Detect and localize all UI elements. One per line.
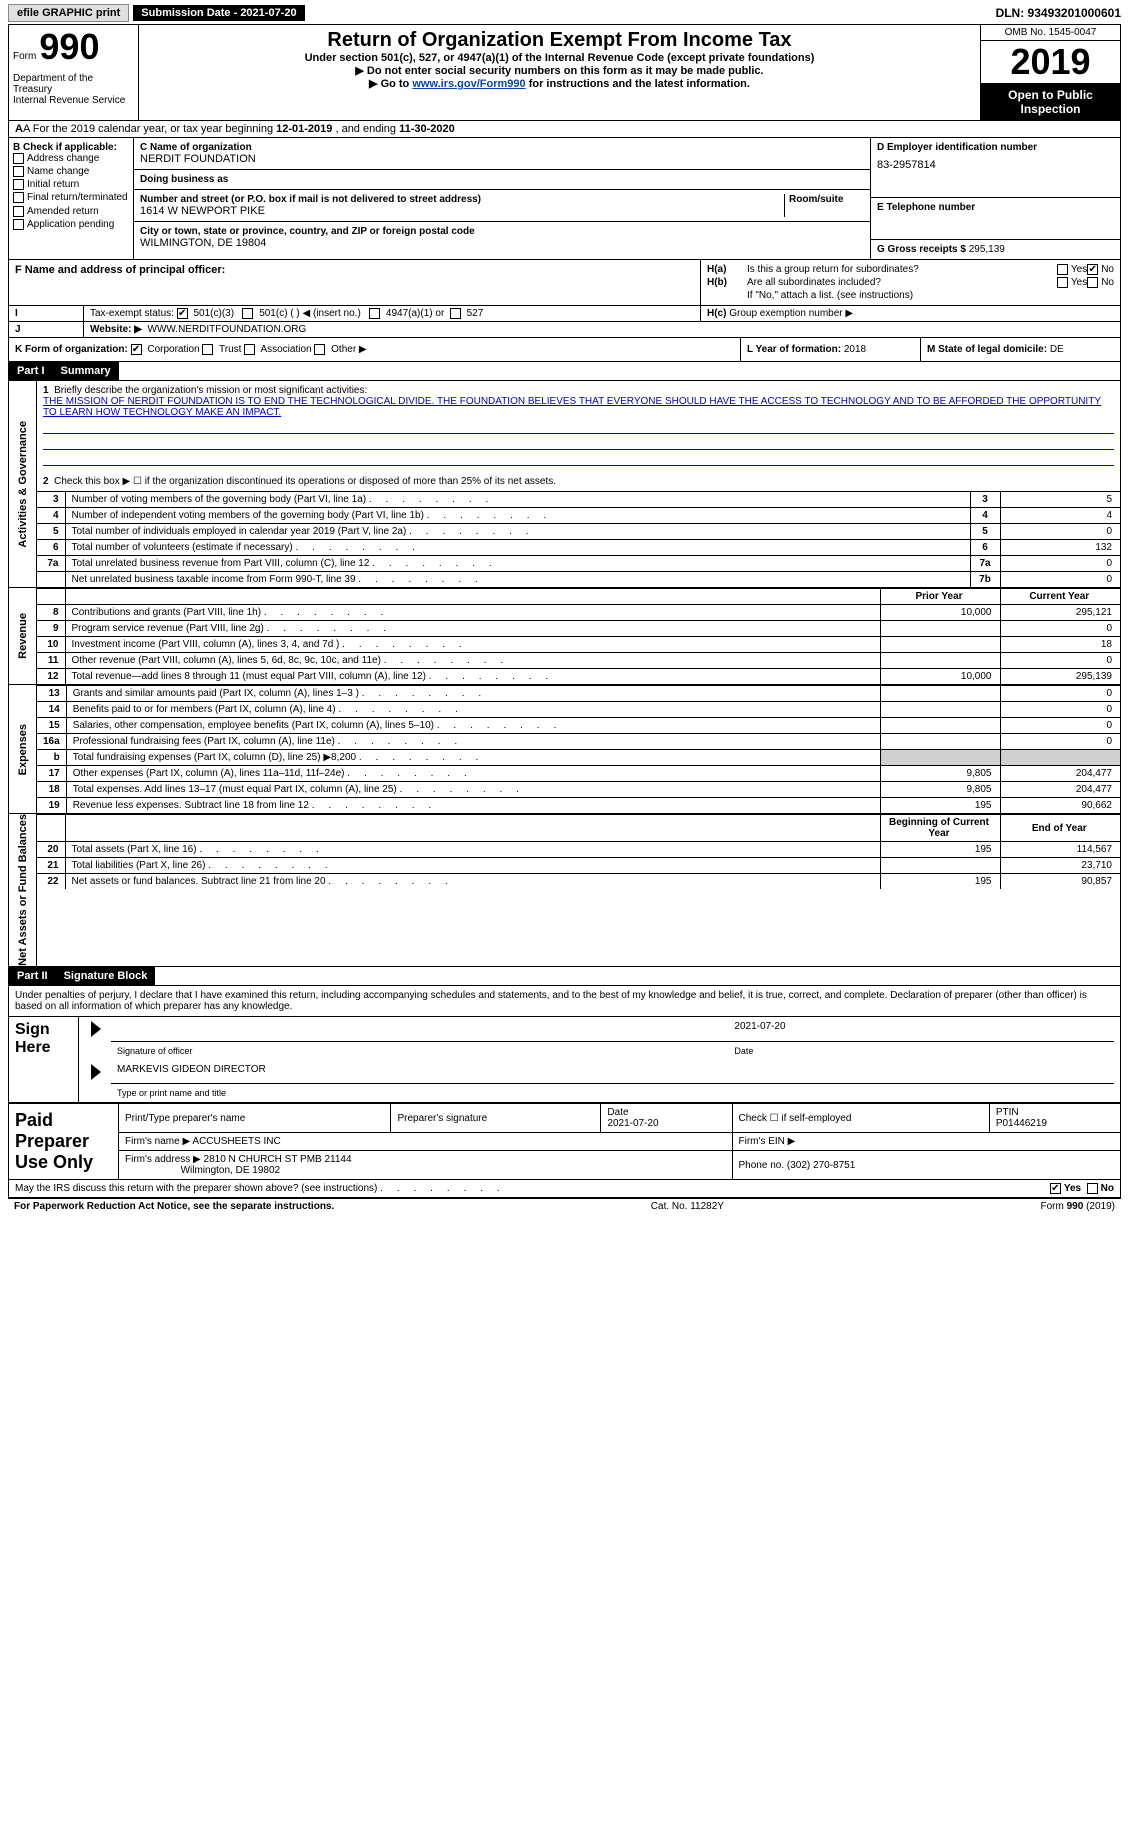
form-subtitle: Under section 501(c), 527, or 4947(a)(1)… <box>147 52 972 64</box>
chk-501c[interactable] <box>242 308 253 319</box>
vert-label-netassets: Net Assets or Fund Balances <box>17 814 29 966</box>
revenue-table: Prior YearCurrent Year8Contributions and… <box>37 588 1120 684</box>
chk-527[interactable] <box>450 308 461 319</box>
part1-revenue: Revenue Prior YearCurrent Year8Contribut… <box>8 588 1121 685</box>
omb-number: OMB No. 1545-0047 <box>981 25 1120 41</box>
chk-name-change[interactable]: Name change <box>13 166 129 177</box>
part2-declaration: Under penalties of perjury, I declare th… <box>8 986 1121 1017</box>
discuss-row: May the IRS discuss this return with the… <box>8 1180 1121 1198</box>
dba-cell: Doing business as <box>134 170 870 190</box>
section-bcde: B Check if applicable: Address change Na… <box>8 138 1121 260</box>
gross-receipts-cell: G Gross receipts $ 295,139 <box>871 240 1120 259</box>
governance-table: 3Number of voting members of the governi… <box>37 491 1120 587</box>
row-j-website: J Website: ▶ WWW.NERDITFOUNDATION.ORG <box>8 322 1121 338</box>
form-number: 990 <box>39 26 99 67</box>
open-inspection: Open to Public Inspection <box>981 84 1120 120</box>
irs-link[interactable]: www.irs.gov/Form990 <box>412 78 525 90</box>
chk-amended-return[interactable]: Amended return <box>13 206 129 217</box>
part1-expenses: Expenses 13Grants and similar amounts pa… <box>8 685 1121 814</box>
chk-initial-return[interactable]: Initial return <box>13 179 129 190</box>
chk-final-return[interactable]: Final return/terminated <box>13 192 129 203</box>
row-a-tax-year: AA For the 2019 calendar year, or tax ye… <box>8 121 1121 138</box>
chk-corporation[interactable] <box>131 344 142 355</box>
address-cell: Number and street (or P.O. box if mail i… <box>134 190 870 222</box>
efile-print-button[interactable]: efile GRAPHIC print <box>8 4 129 22</box>
form-label: Form <box>13 51 36 62</box>
chk-association[interactable] <box>244 344 255 355</box>
vert-label-expenses: Expenses <box>17 724 29 775</box>
chk-501c3[interactable] <box>177 308 188 319</box>
vert-label-revenue: Revenue <box>17 613 29 659</box>
form-note2: ▶ Go to www.irs.gov/Form990 for instruct… <box>147 77 972 90</box>
signature-arrow-icon <box>91 1021 101 1037</box>
section-fh: F Name and address of principal officer:… <box>8 260 1121 306</box>
chk-address-change[interactable]: Address change <box>13 153 129 164</box>
paid-preparer-block: Paid Preparer Use Only Print/Type prepar… <box>8 1103 1121 1180</box>
form-header: Form 990 Department of the Treasury Inte… <box>8 24 1121 121</box>
ein-cell: D Employer identification number 83-2957… <box>871 138 1120 198</box>
chk-discuss-no[interactable] <box>1087 1183 1098 1194</box>
dln: DLN: 93493201000601 <box>996 6 1121 20</box>
name-arrow-icon <box>91 1064 101 1080</box>
part1-netassets: Net Assets or Fund Balances Beginning of… <box>8 814 1121 967</box>
city-cell: City or town, state or province, country… <box>134 222 870 253</box>
part1-governance: Activities & Governance 1 Briefly descri… <box>8 381 1121 588</box>
form-note1: ▶ Do not enter social security numbers o… <box>147 64 972 77</box>
chk-discuss-yes[interactable] <box>1050 1183 1061 1194</box>
org-name-cell: C Name of organization NERDIT FOUNDATION <box>134 138 870 170</box>
part1-header: Part I Summary <box>8 362 1121 381</box>
submission-date: Submission Date - 2021-07-20 <box>133 5 304 21</box>
chk-4947[interactable] <box>369 308 380 319</box>
vert-label-governance: Activities & Governance <box>17 421 29 548</box>
phone-cell: E Telephone number <box>871 198 1120 240</box>
row-i-tax-status: I Tax-exempt status: 501(c)(3) 501(c) ( … <box>8 306 1121 322</box>
section-klm: K Form of organization: Corporation Trus… <box>8 338 1121 362</box>
netassets-table: Beginning of Current YearEnd of Year20To… <box>37 814 1120 889</box>
chk-trust[interactable] <box>202 344 213 355</box>
sign-here-block: Sign Here 2021-07-20 Signature of office… <box>8 1017 1121 1103</box>
top-bar: efile GRAPHIC print Submission Date - 20… <box>8 4 1121 22</box>
col-b-checkboxes: B Check if applicable: Address change Na… <box>9 138 134 259</box>
tax-year: 2019 <box>981 41 1120 84</box>
chk-application-pending[interactable]: Application pending <box>13 219 129 230</box>
department: Department of the Treasury Internal Reve… <box>13 73 134 106</box>
part2-header: Part II Signature Block <box>8 967 1121 986</box>
mission-text: THE MISSION OF NERDIT FOUNDATION IS TO E… <box>43 396 1101 418</box>
expenses-table: 13Grants and similar amounts paid (Part … <box>37 685 1120 813</box>
form-title: Return of Organization Exempt From Incom… <box>147 29 972 52</box>
chk-other[interactable] <box>314 344 325 355</box>
page-footer: For Paperwork Reduction Act Notice, see … <box>8 1198 1121 1214</box>
